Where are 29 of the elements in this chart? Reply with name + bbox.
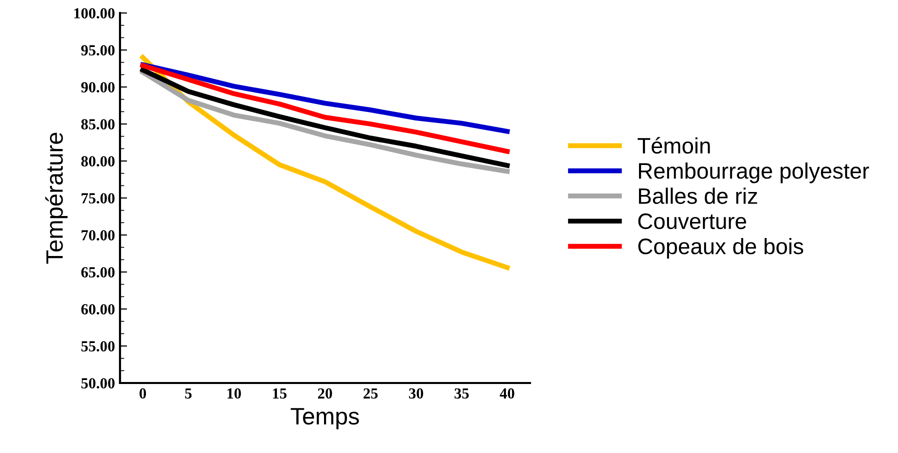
y-tick-label: 50.00 [81,378,115,389]
y-tick-label: 80.00 [81,156,115,167]
legend-label: Balles de riz [638,188,758,204]
line-series [140,62,510,134]
y-tick-label: 90.00 [81,82,115,93]
y-tick-label: 100.00 [74,8,115,19]
y-tick-label: 65.00 [81,267,115,278]
x-tick-label: 25 [364,388,378,399]
legend-label: Témoin [638,137,710,154]
x-tick-label: 20 [318,388,332,399]
legend-label: Rembourrage polyester [638,162,870,184]
x-tick-label: 5 [185,388,192,399]
y-tick-label: 75.00 [82,193,115,204]
y-tick-label: 70.00 [82,230,115,241]
y-tick-label: 85.00 [81,119,115,130]
x-tick-label: 10 [227,388,241,399]
line-series [140,63,510,154]
legend-label: Couverture [638,213,746,230]
y-tick-label: 95.00 [81,45,115,56]
x-tick-label: 15 [273,388,287,399]
y-tick-label: 60.00 [81,304,115,315]
x-tick-label: 0 [140,388,146,399]
x-tick-label: 35 [454,388,469,399]
x-axis-title: Temps [290,408,359,430]
legend-label: Copeaux de bois [638,238,804,259]
y-tick-label: 55.00 [81,341,115,352]
x-tick-label: 40 [500,388,514,399]
y-axis-title: Température [45,132,68,264]
x-tick-label: 30 [409,388,424,399]
